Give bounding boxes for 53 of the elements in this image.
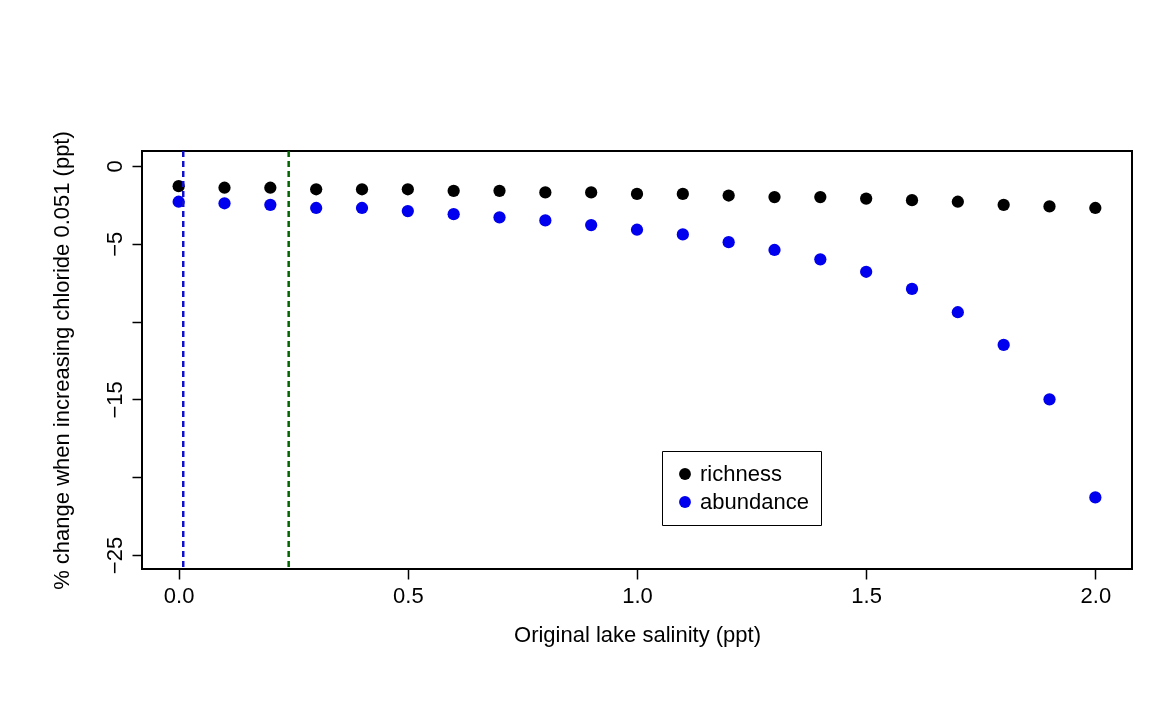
x-tick-label: 0.0 (163, 582, 195, 608)
point (401, 204, 414, 218)
point (493, 211, 506, 224)
point (218, 197, 231, 210)
point (860, 192, 873, 205)
point (676, 228, 689, 241)
point (355, 183, 369, 196)
y-axis-title: % change when increasing chloride 0.051 (ppt) (48, 131, 74, 590)
point (630, 223, 644, 236)
point (264, 198, 277, 211)
point (997, 338, 1010, 352)
point (951, 195, 964, 208)
point (401, 183, 414, 196)
point (1089, 491, 1102, 504)
point (585, 218, 598, 232)
legend-label: richness (700, 461, 782, 486)
x-tick-label: 1.5 (851, 582, 882, 608)
point (539, 214, 552, 227)
point (722, 236, 735, 249)
x-tick-label: 0.5 (393, 582, 424, 608)
point (905, 194, 919, 207)
point (355, 201, 369, 215)
point (447, 184, 460, 197)
point (447, 208, 460, 221)
legend-label: abundance (700, 489, 809, 514)
point (860, 265, 873, 278)
x-tick-label: 2.0 (1080, 582, 1112, 608)
point (264, 181, 277, 194)
point (630, 187, 644, 201)
y-tick-label: −15 (101, 381, 127, 419)
point (1043, 393, 1056, 406)
point (905, 282, 919, 295)
x-axis-title: Original lake salinity (ppt) (514, 621, 761, 647)
point (539, 186, 552, 199)
y-tick-label: −25 (101, 536, 127, 575)
x-tick-label: 1.0 (622, 582, 653, 608)
point (997, 198, 1010, 211)
point (951, 306, 964, 319)
point (722, 189, 735, 202)
point (768, 190, 781, 204)
point (814, 253, 827, 266)
y-tick-label: 0 (101, 160, 127, 173)
point (218, 181, 231, 194)
point (768, 243, 781, 257)
point (585, 186, 598, 199)
point (814, 190, 827, 204)
point (1089, 201, 1102, 215)
point (310, 183, 323, 196)
point (676, 187, 689, 201)
y-tick-label: −5 (101, 231, 127, 257)
point (310, 201, 323, 215)
point (1043, 200, 1056, 213)
point (493, 184, 506, 197)
